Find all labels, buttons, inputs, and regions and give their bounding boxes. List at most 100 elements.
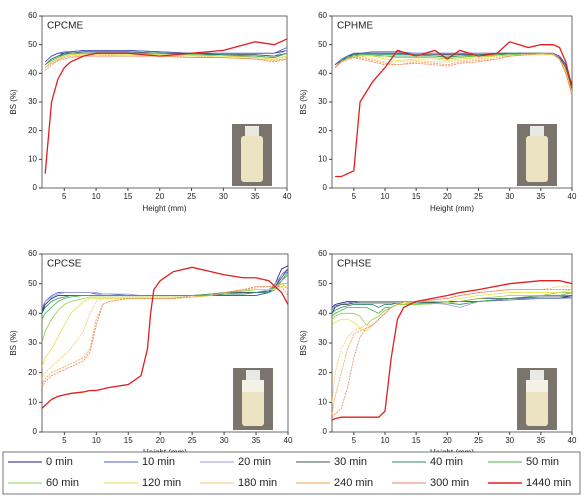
- series-line: [334, 52, 573, 94]
- inset-photo: [517, 368, 557, 430]
- y-tick-label: 20: [318, 368, 327, 377]
- x-tick-label: 10: [92, 192, 101, 201]
- series-line: [41, 266, 289, 409]
- legend-label: 30 min: [334, 456, 367, 468]
- y-tick-label: 20: [28, 126, 37, 135]
- y-tick-label: 30: [318, 97, 327, 106]
- panel-title: CPHME: [337, 21, 373, 32]
- x-tick-label: 30: [505, 436, 514, 445]
- x-tick-label: 35: [251, 192, 260, 201]
- series-line: [335, 41, 573, 178]
- legend-label: 40 min: [430, 456, 463, 468]
- y-axis-label: BS (%): [9, 89, 18, 115]
- x-tick-label: 25: [188, 436, 197, 445]
- panel-title: CPCME: [47, 21, 83, 32]
- x-tick-label: 40: [284, 436, 293, 445]
- y-tick-label: 40: [28, 68, 37, 77]
- series-line: [44, 55, 288, 71]
- panel-title: CPCSE: [47, 259, 82, 270]
- x-tick-label: 20: [443, 436, 452, 445]
- x-tick-label: 35: [536, 192, 545, 201]
- x-tick-label: 15: [412, 436, 421, 445]
- y-tick-label: 20: [28, 368, 37, 377]
- legend-label: 1440 min: [526, 477, 571, 489]
- series-line: [44, 47, 288, 63]
- inset-photo: [233, 368, 273, 430]
- x-tick-label: 30: [220, 436, 229, 445]
- series-line: [44, 38, 288, 174]
- x-tick-label: 5: [352, 436, 357, 445]
- vial-cap: [245, 126, 259, 136]
- series-line: [334, 54, 573, 94]
- x-tick-label: 15: [123, 192, 132, 201]
- vial-clear-layer: [526, 380, 548, 392]
- y-tick-label: 50: [28, 279, 37, 288]
- x-tick-label: 5: [62, 192, 67, 201]
- x-tick-label: 10: [92, 436, 101, 445]
- x-tick-label: 15: [124, 436, 133, 445]
- y-tick-label: 30: [28, 97, 37, 106]
- y-tick-label: 10: [28, 397, 37, 406]
- legend-label: 300 min: [430, 477, 469, 489]
- legend-label: 20 min: [238, 456, 271, 468]
- x-tick-label: 15: [412, 192, 421, 201]
- series-line: [44, 55, 288, 68]
- x-tick-label: 25: [187, 192, 196, 201]
- series-line: [334, 52, 573, 97]
- x-tick-label: 35: [252, 436, 261, 445]
- x-tick-label: 5: [62, 436, 67, 445]
- y-tick-label: 60: [318, 11, 327, 20]
- series-line: [334, 54, 573, 94]
- legend-label: 0 min: [46, 456, 73, 468]
- vial-cap: [530, 126, 544, 136]
- series-line: [334, 52, 573, 94]
- x-tick-label: 35: [536, 436, 545, 445]
- x-tick-label: 40: [283, 192, 292, 201]
- panel-title: CPHSE: [337, 259, 372, 270]
- legend-label: 10 min: [142, 456, 175, 468]
- y-tick-label: 50: [318, 40, 327, 49]
- y-tick-label: 50: [28, 40, 37, 49]
- y-tick-label: 40: [318, 308, 327, 317]
- y-tick-label: 60: [28, 249, 37, 258]
- vial-clear-layer: [242, 380, 264, 392]
- legend-label: 120 min: [142, 477, 181, 489]
- y-tick-label: 40: [318, 68, 327, 77]
- legend-label: 240 min: [334, 477, 373, 489]
- inset-photo: [517, 124, 557, 186]
- series-line: [41, 283, 288, 344]
- y-axis-label: BS (%): [299, 330, 308, 356]
- x-tick-label: 10: [381, 192, 390, 201]
- legend-label: 180 min: [238, 477, 277, 489]
- y-tick-label: 10: [318, 397, 327, 406]
- x-tick-label: 25: [474, 192, 483, 201]
- series-line: [41, 286, 289, 388]
- x-axis-label: Height (mm): [430, 204, 474, 213]
- y-tick-label: 0: [33, 427, 38, 436]
- x-tick-label: 30: [505, 192, 514, 201]
- y-tick-label: 40: [28, 308, 37, 317]
- x-axis-label: Height (mm): [142, 204, 186, 213]
- vial-cap: [530, 370, 544, 380]
- y-tick-label: 60: [28, 11, 37, 20]
- y-tick-label: 30: [28, 338, 37, 347]
- series-line: [331, 280, 573, 421]
- legend-box: [2, 451, 581, 495]
- series-line: [41, 283, 289, 379]
- series-line: [331, 295, 573, 314]
- x-tick-label: 30: [219, 192, 228, 201]
- legend-label: 50 min: [526, 456, 559, 468]
- x-tick-label: 20: [156, 436, 165, 445]
- y-tick-label: 50: [318, 279, 327, 288]
- vial-body: [241, 136, 263, 182]
- legend-label: 60 min: [46, 477, 79, 489]
- y-axis-label: BS (%): [9, 330, 18, 356]
- x-tick-label: 25: [474, 436, 483, 445]
- y-tick-label: 0: [323, 183, 328, 192]
- y-tick-label: 30: [318, 338, 327, 347]
- y-axis-label: BS (%): [299, 89, 308, 115]
- x-tick-label: 20: [443, 192, 452, 201]
- x-tick-label: 20: [155, 192, 164, 201]
